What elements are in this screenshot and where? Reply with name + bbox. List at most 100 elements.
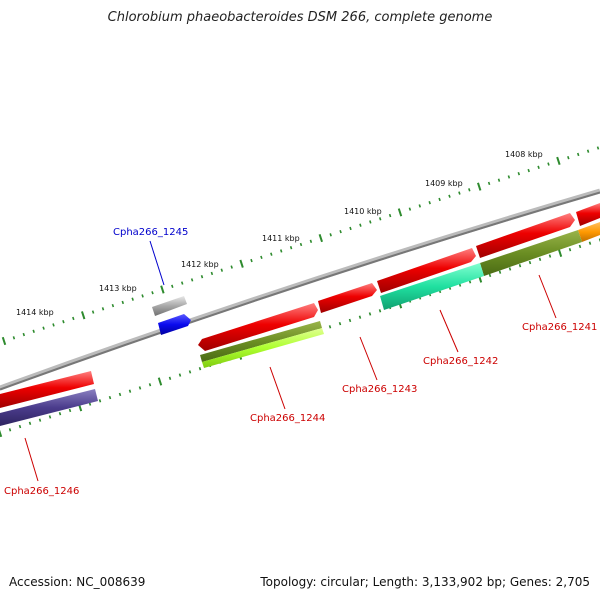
- outer-scale-minor-tick: [359, 223, 362, 227]
- outer-scale-minor-tick: [309, 239, 313, 243]
- outer-scale-minor-tick: [369, 220, 372, 224]
- inner-scale-minor-tick: [48, 415, 52, 419]
- outer-scale-minor-tick: [527, 168, 530, 173]
- gene-label-1241[interactable]: Cpha266_1241: [522, 322, 597, 333]
- inner-scale-minor-tick: [528, 260, 532, 265]
- gene-label-leaders: [24, 240, 557, 482]
- scale-label-1414: 1414 kbp: [16, 308, 54, 317]
- inner-scale-minor-tick: [168, 376, 172, 380]
- inner-scale-minor-tick: [498, 270, 502, 274]
- gene-label-1245[interactable]: Cpha266_1245: [113, 227, 188, 238]
- outer-scale-minor-tick: [270, 252, 273, 256]
- gene-cpha266-1245-rna[interactable]: [158, 314, 191, 335]
- outer-scale-minor-tick: [537, 165, 540, 169]
- inner-scale-minor-tick: [538, 257, 542, 261]
- outer-scale-minor-tick: [339, 229, 342, 234]
- leader-line-1245: [149, 240, 165, 286]
- scale-label-1408: 1408 kbp: [505, 150, 543, 159]
- inner-scale-minor-tick: [588, 241, 592, 245]
- genome-backbone-shade: [0, 191, 600, 391]
- gene-cpha266-1245a-arrow[interactable]: [198, 303, 318, 351]
- outer-scale-minor-tick: [497, 178, 501, 182]
- outer-scale-minor-tick: [448, 194, 451, 198]
- outer-scale-minor-tick: [190, 278, 194, 282]
- outer-scale-minor-tick: [576, 152, 580, 157]
- outer-scale-minor-tick: [180, 281, 184, 285]
- outer-scale-minor-tick: [52, 323, 55, 327]
- outer-scale-minor-tick: [458, 191, 461, 195]
- leader-line-1241: [538, 274, 557, 319]
- scale-label-1412: 1412 kbp: [181, 260, 219, 269]
- gene-cpha266-1242-arrow[interactable]: [476, 213, 575, 258]
- outer-scale-minor-tick: [22, 332, 26, 337]
- cog-orange-feature[interactable]: [578, 222, 600, 242]
- inner-scale-minor-tick: [148, 383, 152, 387]
- outer-scale-minor-tick: [408, 207, 412, 211]
- outer-scale-minor-tick: [141, 294, 144, 298]
- inner-scale-minor-tick: [568, 247, 572, 252]
- inner-scale-minor-tick: [68, 408, 72, 413]
- inner-scale-minor-tick: [98, 399, 102, 403]
- inner-scale-minor-tick: [328, 325, 332, 329]
- scale-label-1410: 1410 kbp: [344, 207, 382, 216]
- scale-label-1409: 1409 kbp: [425, 179, 463, 188]
- outer-scale-minor-tick: [517, 172, 521, 176]
- outer-scale-minor-tick: [91, 310, 95, 314]
- cog-teal-feature-1242[interactable]: [380, 263, 484, 310]
- accession-text: Accession: NC_008639: [9, 575, 146, 589]
- gene-cpha266-1246-arrow[interactable]: [0, 371, 94, 408]
- inner-scale-minor-tick: [8, 428, 12, 432]
- outer-scale-minor-tick: [279, 249, 283, 253]
- outer-scale-minor-tick: [210, 271, 214, 276]
- inner-scale-minor-tick: [18, 424, 22, 429]
- gene-label-1246[interactable]: Cpha266_1246: [4, 486, 79, 497]
- outer-scale-minor-tick: [349, 226, 352, 231]
- inner-scale-minor-tick: [508, 267, 512, 271]
- cog-olive-feature-1244[interactable]: [200, 321, 322, 362]
- outer-scale-major-tick: [81, 311, 86, 320]
- leader-line-1242: [439, 309, 459, 353]
- inner-scale-minor-tick: [28, 421, 32, 426]
- outer-scale-minor-tick: [547, 162, 550, 166]
- gene-label-1242[interactable]: Cpha266_1242: [423, 356, 498, 367]
- inner-scale-minor-tick: [358, 315, 362, 319]
- scale-label-1413: 1413 kbp: [99, 284, 137, 293]
- genome-backbone: [0, 188, 600, 391]
- outer-scale-major-tick: [477, 182, 482, 191]
- gene-label-1244[interactable]: Cpha266_1244: [250, 413, 325, 424]
- inner-scale-minor-tick: [368, 312, 372, 316]
- cog-lime-feature-1244[interactable]: [202, 328, 324, 368]
- grey-feature[interactable]: [152, 296, 187, 316]
- outer-scale-minor-tick: [260, 255, 263, 260]
- cog-navy-feature-1246[interactable]: [0, 389, 98, 426]
- cog-olive-feature-1241[interactable]: [480, 230, 582, 276]
- outer-scale-major-tick: [1, 336, 7, 346]
- gene-labels: Cpha266_1245 Cpha266_1241 Cpha266_1242 C…: [4, 227, 597, 497]
- inner-scale-major-tick: [557, 248, 563, 257]
- scale-labels: 1408 kbp 1409 kbp 1410 kbp 1411 kbp 1412…: [16, 150, 543, 317]
- genome-stats-text: Topology: circular; Length: 3,133,902 bp…: [260, 575, 590, 589]
- gene-cpha266-1243-arrow[interactable]: [377, 248, 476, 293]
- outer-scale-minor-tick: [428, 201, 431, 205]
- outer-scale-major-tick: [318, 233, 323, 243]
- outer-scale-minor-tick: [596, 146, 600, 150]
- gene-cpha266-1241-arrow[interactable]: [576, 203, 600, 226]
- cog-features: [0, 222, 600, 426]
- outer-scale-major-tick: [239, 259, 244, 268]
- gene-cpha266-1244-arrow[interactable]: [318, 283, 377, 313]
- outer-scale-minor-tick: [62, 320, 65, 324]
- outer-scale-major-tick: [397, 208, 403, 217]
- outer-scale-minor-tick: [101, 307, 105, 311]
- gene-label-1243[interactable]: Cpha266_1243: [342, 384, 417, 395]
- outer-scale-minor-tick: [121, 300, 125, 305]
- inner-scale-minor-tick: [468, 280, 472, 284]
- forward-strand-features: [0, 203, 600, 408]
- outer-scale-minor-tick: [230, 265, 233, 269]
- outer-scale-major-tick: [160, 285, 165, 294]
- outer-scale-minor-tick: [250, 258, 253, 263]
- inner-scale-minor-tick: [488, 273, 492, 278]
- inner-scale-minor-tick: [348, 318, 352, 323]
- outer-scale-minor-tick: [468, 188, 471, 192]
- outer-scale-minor-tick: [418, 204, 422, 208]
